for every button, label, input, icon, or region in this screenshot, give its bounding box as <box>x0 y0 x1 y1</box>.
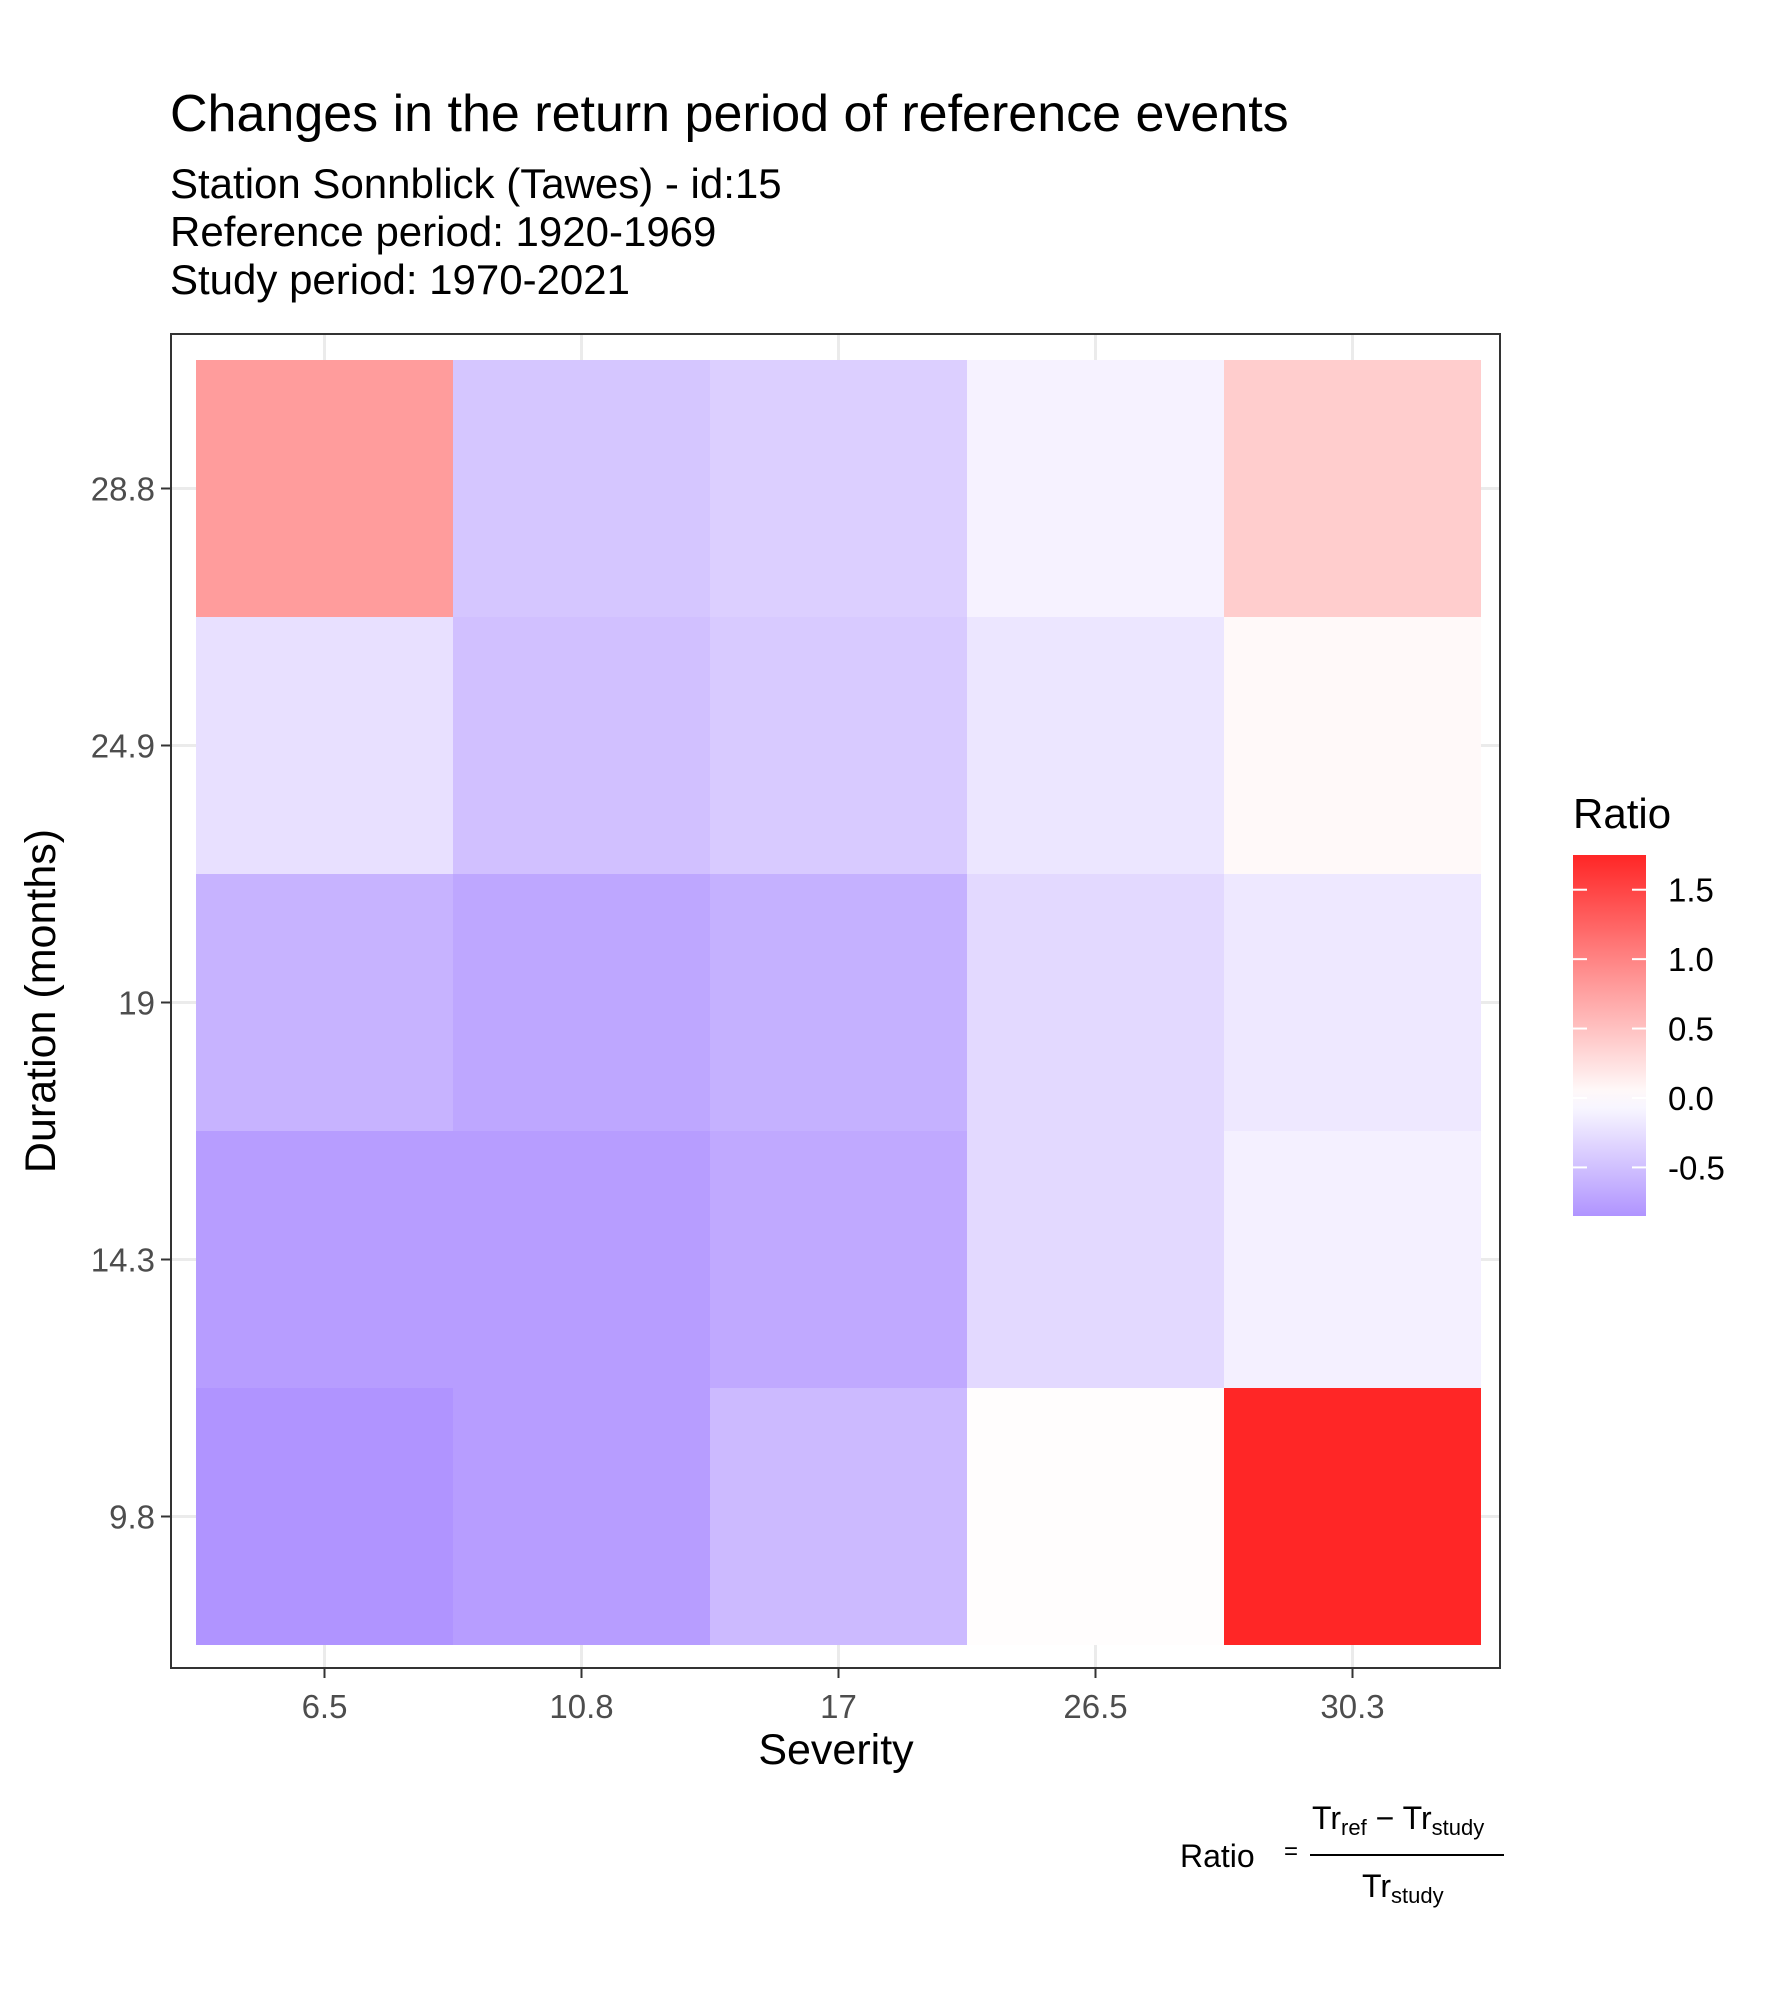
heatmap-cell <box>196 360 453 617</box>
formula-fraction-bar <box>1310 1854 1504 1856</box>
x-tick-label: 26.5 <box>1063 1688 1127 1725</box>
heatmap-cell <box>453 360 710 617</box>
heatmap-cell <box>710 617 967 874</box>
y-tick-label: 28.8 <box>91 471 155 508</box>
x-tick-label: 30.3 <box>1320 1688 1384 1725</box>
formula-lhs: Ratio <box>1180 1838 1255 1874</box>
heatmap-cell <box>196 617 453 874</box>
x-tick-label: 6.5 <box>302 1688 348 1725</box>
heatmap-cell <box>967 1131 1224 1388</box>
heatmap-cell <box>710 1131 967 1388</box>
chart-subtitle-station: Station Sonnblick (Tawes) - id:15 <box>170 160 782 207</box>
heatmap-cell <box>453 1131 710 1388</box>
heatmap-cell <box>196 874 453 1131</box>
heatmap-cell <box>967 874 1224 1131</box>
heatmap-cell <box>710 360 967 617</box>
y-tick-label: 24.9 <box>91 728 155 765</box>
legend-tick-label: 1.0 <box>1668 941 1714 978</box>
chart-title: Changes in the return period of referenc… <box>170 85 1289 143</box>
heatmap-cell <box>710 1388 967 1645</box>
x-tick-label: 10.8 <box>549 1688 613 1725</box>
heatmap-cell <box>453 874 710 1131</box>
legend-tick-label: 0.0 <box>1668 1080 1714 1117</box>
legend-title: Ratio <box>1573 790 1671 837</box>
heatmap-cell <box>967 617 1224 874</box>
axis-ticks: 6.5 10.8 17 26.5 30.3 9.8 14.3 19 24.9 28.8 <box>91 471 1385 1726</box>
plot-border <box>170 333 1501 1669</box>
legend-tick-label: 0.5 <box>1668 1011 1714 1048</box>
formula-denominator: Trstudy <box>1362 1868 1444 1908</box>
formula-numerator-ref: Trref <box>1312 1800 1367 1840</box>
formula-numerator: Trref − Trstudy <box>1312 1800 1484 1841</box>
x-tick-label: 17 <box>820 1688 857 1725</box>
heatmap-cell <box>1224 360 1481 617</box>
chart-subtitle-reference-period: Reference period: 1920-1969 <box>170 208 717 255</box>
heatmap-cells <box>196 360 1481 1645</box>
legend-colorbar <box>1573 855 1646 1216</box>
heatmap-cell <box>196 1388 453 1645</box>
heatmap-cell <box>1224 1131 1481 1388</box>
formula-minus: − <box>1375 1800 1395 1836</box>
legend-ticks: 1.5 1.0 0.5 0.0 -0.5 <box>1573 872 1725 1186</box>
y-tick-label: 9.8 <box>109 1499 155 1536</box>
y-tick-label: 14.3 <box>91 1242 155 1279</box>
heatmap-cell <box>710 874 967 1131</box>
legend-tick-label: -0.5 <box>1668 1149 1725 1186</box>
formula-equals: = <box>1284 1838 1299 1865</box>
heatmap-cell <box>967 360 1224 617</box>
y-tick-label: 19 <box>118 985 155 1022</box>
y-axis-title: Duration (months) <box>17 829 65 1173</box>
heatmap-cell <box>453 1388 710 1645</box>
heatmap-cell <box>1224 617 1481 874</box>
formula-numerator-study: Trstudy <box>1402 1800 1485 1840</box>
heatmap-cell <box>967 1388 1224 1645</box>
heatmap-cell <box>1224 874 1481 1131</box>
heatmap-cell <box>453 617 710 874</box>
heatmap-cell <box>196 1131 453 1388</box>
x-axis-title: Severity <box>758 1726 914 1774</box>
chart-subtitle-study-period: Study period: 1970-2021 <box>170 256 631 303</box>
legend-tick-label: 1.5 <box>1668 872 1714 909</box>
heatmap-cell <box>1224 1388 1481 1645</box>
